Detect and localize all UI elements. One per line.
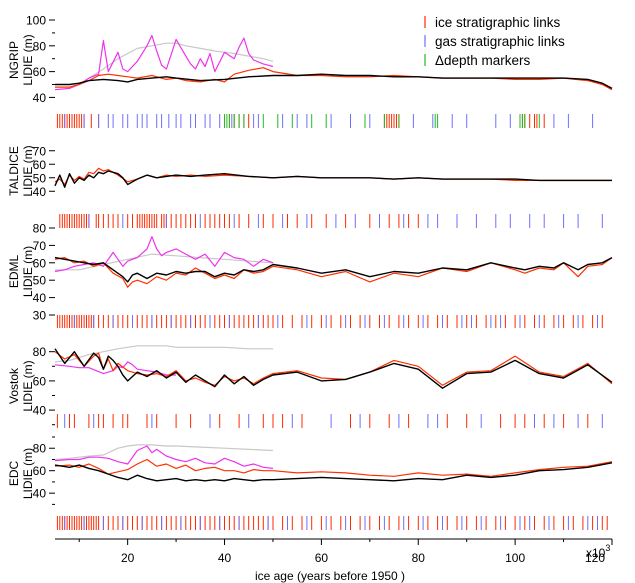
y-axis-label-edc: EDCLIDIE (m) bbox=[7, 448, 35, 499]
panel-ngrip: 40 60 80 100 NGRIPLIDIE (m) bbox=[7, 14, 613, 128]
series-gas-edml bbox=[54, 236, 274, 273]
y-tick-label: 40 bbox=[33, 487, 47, 501]
series-ice-edc bbox=[54, 458, 613, 477]
x-tick-label: 40 bbox=[218, 551, 232, 565]
series-gas-edc bbox=[54, 445, 274, 469]
x-axis-label: ice age (years before 1950 ) bbox=[255, 569, 405, 583]
x-tick-label: 100 bbox=[505, 551, 525, 565]
y-tick-label: 50 bbox=[33, 171, 47, 185]
series-gas_light-edml bbox=[55, 253, 274, 271]
y-axis-ngrip: 40 60 80 100 bbox=[26, 14, 55, 105]
links-edc bbox=[56, 516, 608, 530]
x-tick-label: 60 bbox=[315, 551, 329, 565]
series-model-edml bbox=[54, 256, 613, 283]
y-tick-label: 100 bbox=[26, 14, 46, 28]
y-tick-label: 70 bbox=[33, 239, 47, 253]
series-model-taldice bbox=[54, 170, 612, 188]
panel-edml: 30 40 50 60 70 80 EDMLLIDIE (m) bbox=[7, 222, 613, 328]
series-model-edc bbox=[54, 462, 613, 482]
y-tick-label: 70 bbox=[33, 144, 47, 158]
x-axis: 20 40 60 80 100 120 ice age (years before 195… bbox=[55, 538, 613, 583]
legend-label-ice: ice stratigraphic links bbox=[435, 15, 561, 30]
y-axis-vostok: 40 60 80 bbox=[33, 345, 55, 426]
links-taldice bbox=[59, 214, 603, 228]
legend-label-gas: gas stratigraphic links bbox=[435, 34, 565, 49]
y-tick-label: 40 bbox=[33, 291, 47, 305]
series-ice-taldice bbox=[54, 167, 612, 186]
series-gas_light-ngrip bbox=[88, 42, 274, 79]
y-tick-label: 60 bbox=[33, 464, 47, 478]
y-axis-label-vostok: VostokLIDIE (m) bbox=[7, 360, 35, 411]
y-tick-label: 60 bbox=[33, 65, 47, 79]
series-gas-ngrip bbox=[54, 34, 274, 91]
legend: ice stratigraphic links gas stratigraphi… bbox=[424, 15, 565, 68]
legend-entry-gas: gas stratigraphic links bbox=[424, 34, 565, 49]
y-tick-label: 30 bbox=[33, 309, 47, 323]
series-ice-edml bbox=[54, 257, 613, 288]
y-axis-label-edml: EDMLLIDIE (m) bbox=[7, 246, 35, 297]
legend-label-delta-depth: Δdepth markers bbox=[435, 53, 531, 68]
legend-entry-ice: ice stratigraphic links bbox=[424, 15, 561, 30]
y-axis-edc: 40 60 80 bbox=[33, 436, 55, 505]
y-tick-label: 80 bbox=[33, 442, 47, 456]
y-tick-label: 40 bbox=[33, 91, 47, 105]
y-tick-label: 80 bbox=[33, 222, 47, 236]
y-tick-label: 80 bbox=[33, 345, 47, 359]
series-gas_light-edc bbox=[54, 444, 274, 461]
y-tick-label: 60 bbox=[33, 158, 47, 172]
x-axis-ticks: 20 40 60 80 100 120 bbox=[78, 539, 613, 565]
y-tick-label: 50 bbox=[33, 274, 47, 288]
series-gas_light-vostok bbox=[54, 345, 273, 363]
links-vostok bbox=[56, 414, 603, 428]
y-tick-label: 60 bbox=[33, 374, 47, 388]
x-axis-multiplier: x103 bbox=[586, 543, 610, 560]
y-axis-label-ngrip: NGRIPLIDIE (m) bbox=[7, 34, 35, 85]
links-edml bbox=[56, 315, 603, 328]
x-tick-label: 120 bbox=[585, 551, 605, 565]
series-model-vostok bbox=[54, 348, 613, 389]
y-tick-label: 60 bbox=[33, 256, 47, 270]
x-tick-label: 80 bbox=[412, 551, 426, 565]
y-tick-label: 40 bbox=[33, 185, 47, 199]
legend-entry-delta-depth: Δdepth markers bbox=[424, 53, 531, 68]
y-axis-label-taldice: TALDICELIDIE (m) bbox=[7, 145, 35, 196]
y-tick-label: 40 bbox=[33, 404, 47, 418]
y-axis-edml: 30 40 50 60 70 80 bbox=[33, 222, 55, 323]
y-tick-label: 80 bbox=[33, 39, 47, 53]
links-ngrip bbox=[56, 114, 594, 128]
series-model-ngrip bbox=[55, 73, 613, 90]
x-tick-label: 20 bbox=[121, 551, 135, 565]
